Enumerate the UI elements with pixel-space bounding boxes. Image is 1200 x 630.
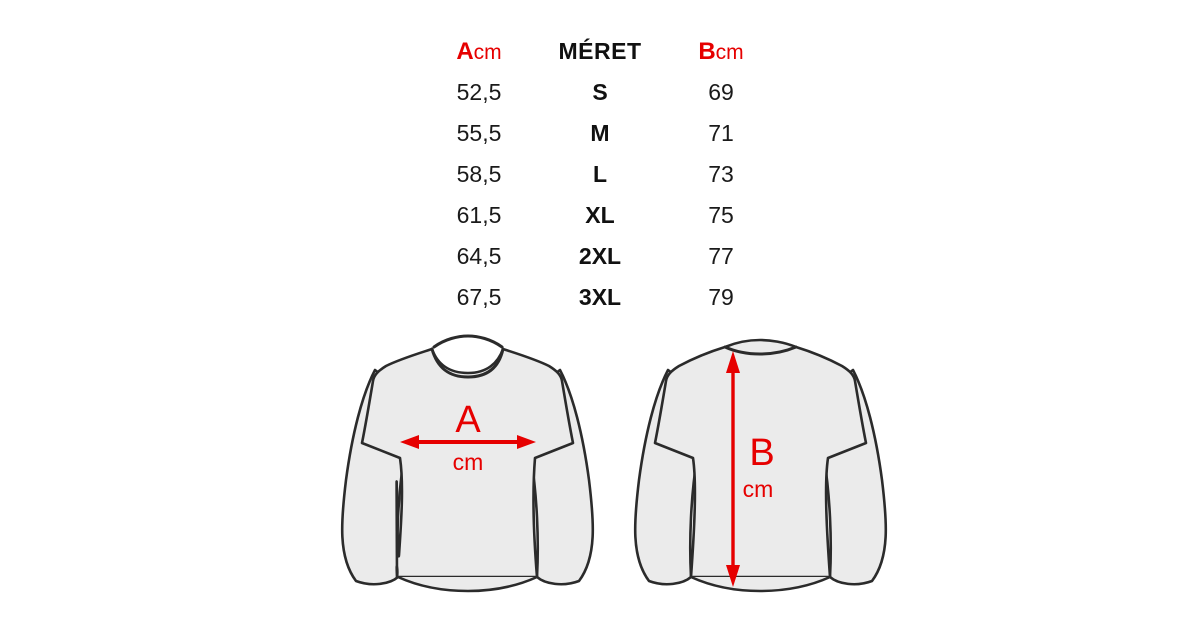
front-collar-top xyxy=(432,334,504,349)
measurement-arrow-a xyxy=(400,435,536,449)
cell-b-value: 77 xyxy=(708,243,734,269)
front-hem xyxy=(396,575,539,593)
cell-a-value: 64,5 xyxy=(456,243,502,269)
cell-b-value: 79 xyxy=(708,284,734,310)
size-table: Acm MÉRET Bcm 52,5 S 69 55,5 M 71 58,5 L… xyxy=(420,38,780,325)
cell-size-label: L xyxy=(592,161,608,187)
back-garment-illustration: B cm xyxy=(633,338,888,593)
cell-a-value: 58,5 xyxy=(456,161,502,187)
table-row: 67,5 3XL 79 xyxy=(420,284,780,325)
cell-size-label: M xyxy=(590,120,610,146)
cell-size-label: XL xyxy=(585,202,615,228)
table-row: 58,5 L 73 xyxy=(420,161,780,202)
table-row: 52,5 S 69 xyxy=(420,79,780,120)
cell-a-value: 67,5 xyxy=(456,284,502,310)
table-row: 64,5 2XL 77 xyxy=(420,243,780,284)
front-collar xyxy=(430,347,505,379)
column-header-a: Acm xyxy=(420,38,538,66)
table-row: 55,5 M 71 xyxy=(420,120,780,161)
cell-b-value: 73 xyxy=(708,161,734,187)
cell-b-value: 71 xyxy=(708,120,734,146)
column-header-a-letter: A xyxy=(456,38,474,65)
column-header-size: MÉRET xyxy=(558,38,642,64)
cell-a-value: 52,5 xyxy=(456,79,502,105)
measurement-label-b-letter: B xyxy=(749,432,774,474)
back-collar xyxy=(723,345,798,356)
cell-b-value: 75 xyxy=(708,202,734,228)
measurement-label-b-unit: cm xyxy=(743,476,774,502)
back-hem xyxy=(689,575,832,593)
cell-a-value: 61,5 xyxy=(456,202,502,228)
cell-size-label: 3XL xyxy=(578,284,622,310)
column-header-b-unit: cm xyxy=(715,41,744,64)
garment-diagrams: A cm B cm xyxy=(0,325,1200,630)
cell-size-label: S xyxy=(592,79,608,105)
cell-b-value: 69 xyxy=(708,79,734,105)
front-garment-illustration: A cm xyxy=(340,334,595,593)
column-header-b: Bcm xyxy=(662,38,780,66)
cell-size-label: 2XL xyxy=(578,243,622,269)
table-header-row: Acm MÉRET Bcm xyxy=(420,38,780,79)
measurement-label-a-letter: A xyxy=(455,399,481,441)
table-row: 61,5 XL 75 xyxy=(420,202,780,243)
measurement-arrow-b xyxy=(726,351,740,587)
column-header-a-unit: cm xyxy=(473,41,502,64)
column-header-b-letter: B xyxy=(698,38,716,65)
cell-a-value: 55,5 xyxy=(456,120,502,146)
measurement-label-a-unit: cm xyxy=(453,449,484,475)
